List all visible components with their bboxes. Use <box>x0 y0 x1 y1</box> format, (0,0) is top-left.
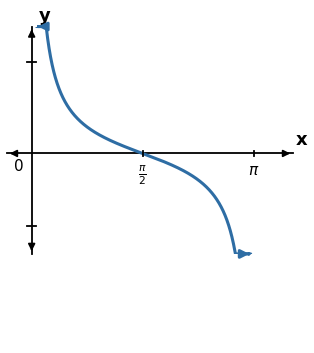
Text: $\frac{\pi}{2}$: $\frac{\pi}{2}$ <box>138 163 147 187</box>
Text: 0: 0 <box>14 159 23 174</box>
Text: $\pi$: $\pi$ <box>248 163 259 179</box>
Text: y: y <box>39 7 51 25</box>
Text: x: x <box>296 131 307 149</box>
